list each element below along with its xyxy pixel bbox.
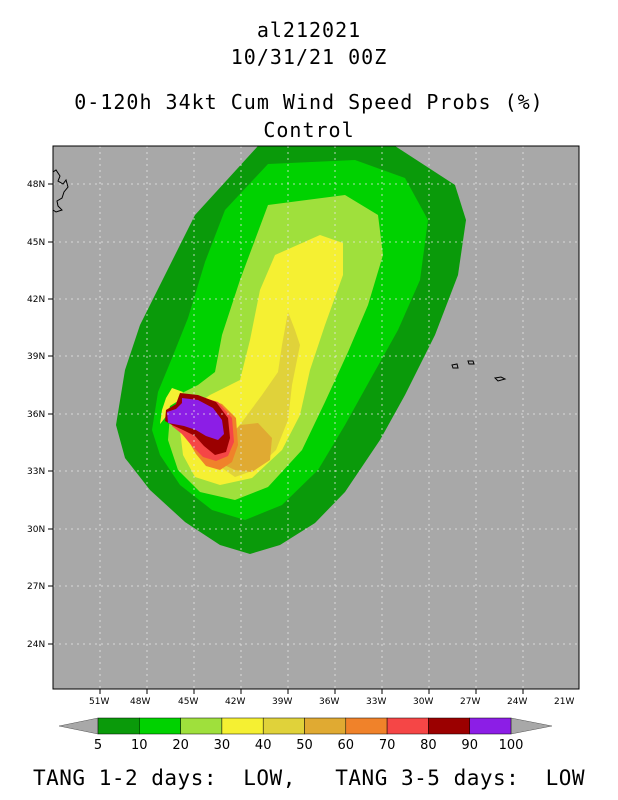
azores-island-2 <box>467 360 475 365</box>
lat-label-24n: 24N <box>27 640 45 650</box>
colorbar-label-30: 30 <box>214 738 231 753</box>
tang-footer: TANG 1-2 days: LOW, TANG 3-5 days: LOW <box>32 766 585 790</box>
lon-label-42w: 42W <box>225 697 245 707</box>
storm-id-title: al212021 <box>256 18 362 42</box>
colorbar-swatch-60 <box>345 717 388 735</box>
lat-label-45n: 45N <box>27 238 45 248</box>
colorbar-right-arrow <box>510 717 553 735</box>
colorbar-label-10: 10 <box>131 738 148 753</box>
probability-map: 48N 45N 42N 39N 36N 33N 30N 27N 24N 51W … <box>27 145 580 753</box>
colorbar-label-100: 100 <box>499 738 524 753</box>
contour-100 <box>167 398 224 440</box>
grid-lines <box>53 146 579 689</box>
colorbar-label-60: 60 <box>338 738 355 753</box>
azores-island-3 <box>493 376 507 382</box>
lat-label-48n: 48N <box>27 180 45 190</box>
newfoundland-coast <box>52 169 69 213</box>
map-frame <box>52 145 580 690</box>
colorbar-label-80: 80 <box>420 738 437 753</box>
lat-label-39n: 39N <box>27 352 45 362</box>
datetime-title: 10/31/21 00Z <box>230 45 388 69</box>
lon-label-39w: 39W <box>272 697 292 707</box>
colorbar-swatch-30 <box>221 717 264 735</box>
lat-label-30n: 30N <box>27 525 45 535</box>
lon-label-36w: 36W <box>319 697 339 707</box>
lon-label-24w: 24W <box>507 697 527 707</box>
colorbar-label-40: 40 <box>255 738 272 753</box>
lon-label-21w: 21W <box>554 697 574 707</box>
lon-label-48w: 48W <box>130 697 150 707</box>
colorbar-label-5: 5 <box>94 738 102 753</box>
colorbar: 5 10 20 30 40 50 60 70 80 90 100 <box>58 717 553 753</box>
colorbar-swatch-80 <box>428 717 470 735</box>
colorbar-label-70: 70 <box>379 738 396 753</box>
run-title: Control <box>263 118 355 142</box>
lon-label-30w: 30W <box>413 697 433 707</box>
lat-label-33n: 33N <box>27 467 45 477</box>
colorbar-label-20: 20 <box>172 738 189 753</box>
lon-label-51w: 51W <box>89 697 109 707</box>
lon-label-27w: 27W <box>460 697 480 707</box>
lon-label-33w: 33W <box>366 697 386 707</box>
colorbar-swatch-20 <box>180 717 223 735</box>
lon-axis: 51W 48W 45W 42W 39W 36W 33W 30W 27W 24W … <box>89 689 574 707</box>
colorbar-swatch-70 <box>386 717 429 735</box>
lat-label-27n: 27N <box>27 582 45 592</box>
colorbar-swatch-40 <box>262 717 305 735</box>
colorbar-swatch-10 <box>139 717 181 735</box>
lat-label-36n: 36N <box>27 410 45 420</box>
lat-label-42n: 42N <box>27 295 45 305</box>
colorbar-left-arrow <box>58 717 99 735</box>
colorbar-swatch-50 <box>304 717 347 735</box>
colorbar-swatch-90 <box>469 717 512 735</box>
product-title: 0-120h 34kt Cum Wind Speed Probs (%) <box>74 90 544 114</box>
colorbar-swatch-5 <box>97 717 140 735</box>
lon-label-45w: 45W <box>178 697 198 707</box>
lat-axis: 48N 45N 42N 39N 36N 33N 30N 27N 24N <box>27 180 53 650</box>
colorbar-label-50: 50 <box>296 738 313 753</box>
azores-island-1 <box>451 363 459 369</box>
colorbar-label-90: 90 <box>461 738 478 753</box>
coastlines <box>52 169 507 382</box>
